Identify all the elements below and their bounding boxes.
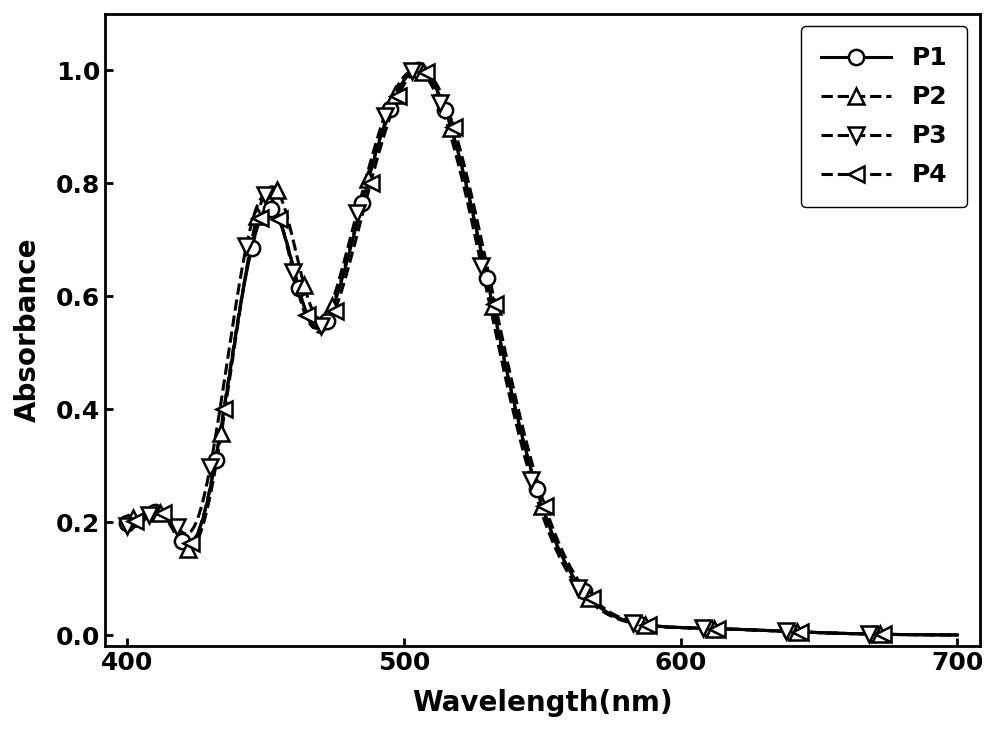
Legend: P1, P2, P3, P4: P1, P2, P3, P4 bbox=[801, 26, 967, 208]
X-axis label: Wavelength(nm): Wavelength(nm) bbox=[412, 689, 673, 717]
Y-axis label: Absorbance: Absorbance bbox=[14, 238, 42, 423]
